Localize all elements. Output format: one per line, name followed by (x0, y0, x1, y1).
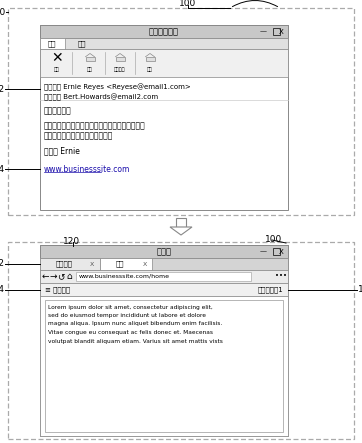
Text: 转发: 转发 (147, 66, 153, 71)
Text: X: X (279, 249, 284, 254)
Text: 浏览器: 浏览器 (156, 247, 172, 256)
Polygon shape (146, 57, 155, 61)
Bar (100, 258, 152, 270)
Text: 消息: 消息 (78, 40, 86, 47)
Polygon shape (170, 227, 192, 235)
Bar (40, 245, 288, 436)
Text: magna aliqua. Ipsum nunc aliquet bibendum enim facilisis.: magna aliqua. Ipsum nunc aliquet bibendu… (48, 322, 222, 326)
Text: X: X (90, 261, 94, 267)
Text: 在我今天的演讲之后，下面是关于这个主题的更多: 在我今天的演讲之后，下面是关于这个主题的更多 (44, 121, 146, 131)
Text: ✕: ✕ (51, 51, 63, 65)
Bar (40, 38, 65, 49)
Text: X: X (143, 261, 147, 267)
Bar (176, 218, 186, 227)
Text: •••: ••• (275, 273, 287, 280)
Text: Vitae congue eu consequat ac felis donec et. Maecenas: Vitae congue eu consequat ac felis donec… (48, 330, 213, 335)
Text: www.businesssite.com: www.businesssite.com (44, 164, 130, 174)
Text: 发件人： Ernie Reyes <Reyese@email1.com>: 发件人： Ernie Reyes <Reyese@email1.com> (44, 83, 191, 91)
Text: 删除: 删除 (54, 66, 60, 71)
Bar (40, 258, 100, 270)
Bar (40, 258, 288, 270)
Text: 100: 100 (180, 0, 197, 8)
Bar (45, 300, 283, 432)
Bar (273, 248, 280, 255)
Text: 120: 120 (63, 237, 80, 245)
Text: 您好，简档1: 您好，简档1 (257, 286, 283, 293)
Text: 100: 100 (265, 234, 282, 244)
Text: ←: ← (41, 272, 49, 281)
Text: 122: 122 (0, 260, 5, 268)
Bar (40, 296, 288, 436)
Text: 您好，伯特，: 您好，伯特， (44, 106, 72, 116)
Bar (40, 245, 288, 258)
Text: —: — (260, 249, 267, 254)
Text: sed do eiusmod tempor incididunt ut labore et dolore: sed do eiusmod tempor incididunt ut labo… (48, 313, 206, 318)
Text: 126: 126 (358, 285, 362, 294)
Bar (40, 38, 288, 49)
Text: 110: 110 (0, 8, 6, 16)
Bar (40, 283, 288, 296)
Text: ≡ 商业站点: ≡ 商业站点 (45, 286, 70, 293)
Text: ⌂: ⌂ (66, 272, 72, 281)
Text: 祝好， Ernie: 祝好， Ernie (44, 147, 80, 155)
Text: Lorem ipsum dolor sit amet, consectetur adipiscing elit,: Lorem ipsum dolor sit amet, consectetur … (48, 304, 213, 310)
Text: 文件: 文件 (48, 40, 56, 47)
Text: 全部回复: 全部回复 (114, 66, 126, 71)
Text: ↺: ↺ (57, 272, 65, 281)
Text: 114: 114 (0, 164, 5, 174)
Text: 回复: 回复 (87, 66, 93, 71)
Bar (40, 25, 288, 210)
Bar (40, 49, 288, 77)
Bar (40, 270, 288, 283)
Polygon shape (85, 57, 94, 61)
Text: →: → (49, 272, 57, 281)
Bar (273, 28, 280, 35)
Text: —: — (260, 28, 267, 35)
Text: www.businesssite.com/home: www.businesssite.com/home (79, 274, 170, 279)
Text: 收件人： Bert.Howards@email2.com: 收件人： Bert.Howards@email2.com (44, 93, 158, 101)
Bar (76, 272, 251, 281)
Text: volutpat blandit aliquam etiam. Varius sit amet mattis vists: volutpat blandit aliquam etiam. Varius s… (48, 338, 223, 343)
Text: 商业站点: 商业站点 (55, 260, 72, 267)
Polygon shape (115, 57, 125, 61)
Text: 112: 112 (0, 85, 5, 93)
Text: 购物: 购物 (116, 260, 124, 267)
Text: X: X (279, 28, 284, 35)
Text: 电子邮件应用: 电子邮件应用 (149, 27, 179, 36)
Text: 124: 124 (0, 285, 5, 294)
Text: 细节的链接，让我了解你的想法。: 细节的链接，让我了解你的想法。 (44, 132, 113, 140)
Bar (40, 25, 288, 38)
